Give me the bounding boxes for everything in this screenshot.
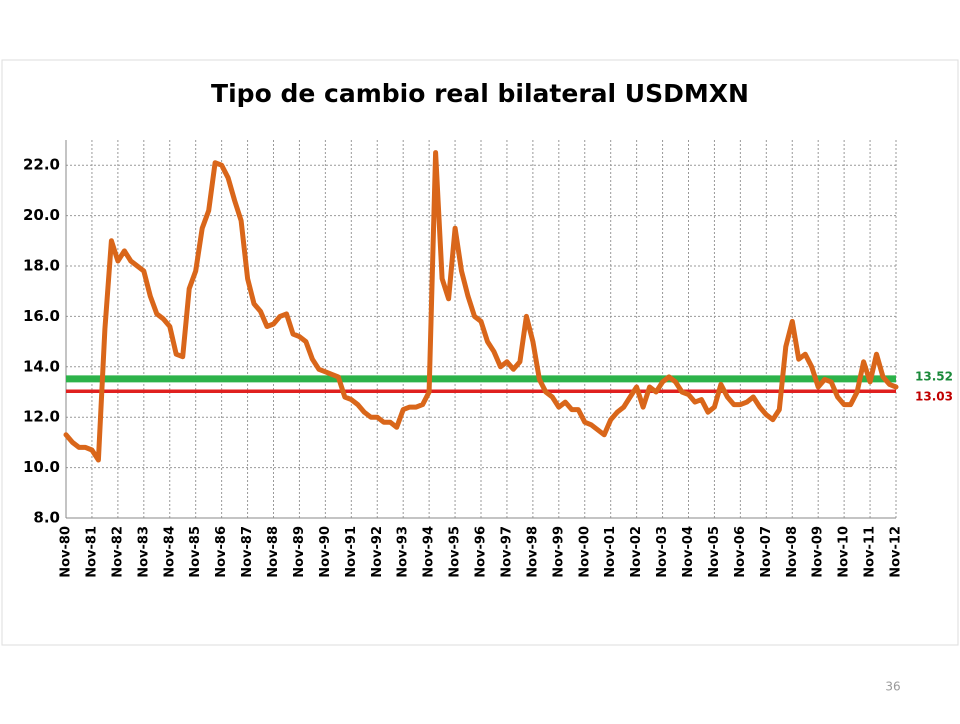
y-tick-label: 14.0: [23, 357, 60, 375]
x-tick-label: Nov-01: [603, 526, 618, 578]
x-tick-label: Nov-92: [370, 526, 385, 578]
x-tick-label: Nov-93: [396, 526, 411, 578]
x-tick-label: Nov-84: [162, 526, 177, 578]
x-tick-label: Nov-87: [240, 526, 255, 578]
x-tick-label: Nov-83: [136, 526, 151, 578]
page-number: 36: [885, 680, 900, 694]
x-tick-label: Nov-80: [59, 526, 74, 578]
x-tick-label: Nov-03: [655, 526, 670, 578]
x-tick-label: Nov-94: [422, 526, 437, 578]
x-tick-label: Nov-85: [188, 526, 203, 578]
x-tick-label: Nov-06: [733, 526, 748, 578]
x-tick-label: Nov-98: [525, 526, 540, 578]
x-tick-label: Nov-81: [84, 526, 99, 578]
x-tick-label: Nov-07: [759, 526, 774, 578]
x-tick-label: Nov-97: [499, 526, 514, 578]
y-tick-label: 12.0: [23, 408, 60, 426]
y-tick-label: 8.0: [33, 509, 60, 527]
x-tick-label: Nov-90: [318, 526, 333, 578]
x-tick-label: Nov-12: [889, 526, 904, 578]
reference-label: 13.03: [915, 390, 953, 404]
reference-label: 13.52: [915, 369, 953, 383]
y-tick-label: 10.0: [23, 458, 60, 476]
x-tick-label: Nov-99: [551, 526, 566, 578]
x-tick-label: Nov-88: [266, 526, 281, 578]
x-tick-label: Nov-95: [448, 526, 463, 578]
x-tick-label: Nov-09: [811, 526, 826, 578]
y-tick-label: 22.0: [23, 156, 60, 174]
chart-title: Tipo de cambio real bilateral USDMXN: [211, 79, 749, 108]
x-tick-label: Nov-08: [785, 526, 800, 578]
x-tick-label: Nov-89: [292, 526, 307, 578]
x-tick-label: Nov-91: [344, 526, 359, 578]
x-tick-label: Nov-04: [681, 526, 696, 578]
x-tick-label: Nov-05: [707, 526, 722, 578]
y-tick-label: 16.0: [23, 307, 60, 325]
x-tick-label: Nov-96: [474, 526, 489, 578]
y-tick-label: 18.0: [23, 257, 60, 275]
x-tick-label: Nov-02: [629, 526, 644, 578]
data-line: [63, 150, 899, 463]
x-tick-label: Nov-11: [863, 526, 878, 578]
x-tick-label: Nov-82: [110, 526, 125, 578]
x-tick-label: Nov-86: [214, 526, 229, 578]
y-tick-label: 20.0: [23, 206, 60, 224]
x-tick-label: Nov-00: [577, 526, 592, 578]
x-tick-label: Nov-10: [837, 526, 852, 578]
